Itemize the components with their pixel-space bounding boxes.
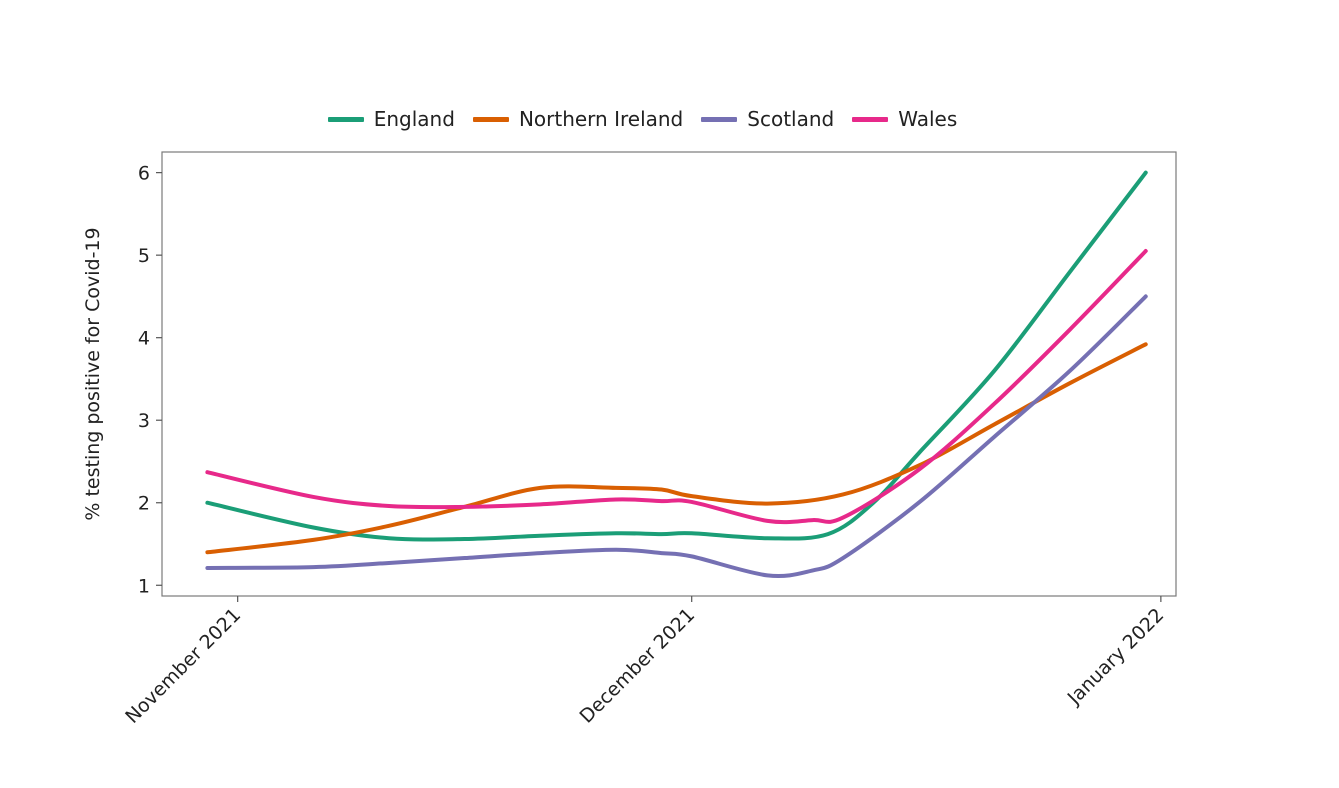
y-tick-label: 5 bbox=[138, 245, 150, 267]
series-line-northern-ireland bbox=[205, 342, 1148, 555]
y-tick-label: 6 bbox=[138, 163, 150, 185]
y-axis-title: % testing positive for Covid-19 bbox=[82, 227, 104, 520]
legend-item-wales: Wales bbox=[852, 107, 957, 131]
x-tick-label: December 2021 bbox=[576, 604, 700, 728]
y-tick-label: 4 bbox=[138, 328, 150, 350]
legend-item-england: England bbox=[327, 107, 455, 131]
legend-item-northern-ireland: Northern Ireland bbox=[472, 107, 684, 131]
legend-swatch-wales bbox=[852, 116, 889, 122]
legend: England Northern Ireland Scotland Wales bbox=[0, 104, 1312, 134]
legend-label-wales: Wales bbox=[898, 107, 958, 131]
legend-swatch-england bbox=[327, 116, 364, 122]
legend-label-scotland: Scotland bbox=[747, 107, 835, 131]
x-tick-label: November 2021 bbox=[121, 604, 245, 728]
x-axis: November 2021 December 2021 January 2022 bbox=[121, 596, 1168, 728]
series-layer bbox=[205, 170, 1148, 578]
y-tick-label: 2 bbox=[138, 493, 150, 515]
x-tick-label: January 2022 bbox=[1063, 604, 1169, 710]
y-tick-label: 1 bbox=[138, 575, 150, 597]
legend-swatch-scotland bbox=[701, 116, 738, 122]
legend-label-england: England bbox=[373, 107, 455, 131]
series-line-scotland bbox=[205, 294, 1148, 578]
y-tick-label: 3 bbox=[138, 410, 150, 432]
series-line-england bbox=[205, 170, 1148, 542]
legend-label-northern-ireland: Northern Ireland bbox=[518, 107, 684, 131]
plot-panel bbox=[161, 151, 1177, 597]
series-line-wales bbox=[205, 249, 1148, 525]
y-axis: 1 2 3 4 5 6 bbox=[138, 163, 162, 597]
legend-swatch-northern-ireland bbox=[472, 116, 509, 122]
legend-item-scotland: Scotland bbox=[701, 107, 834, 131]
